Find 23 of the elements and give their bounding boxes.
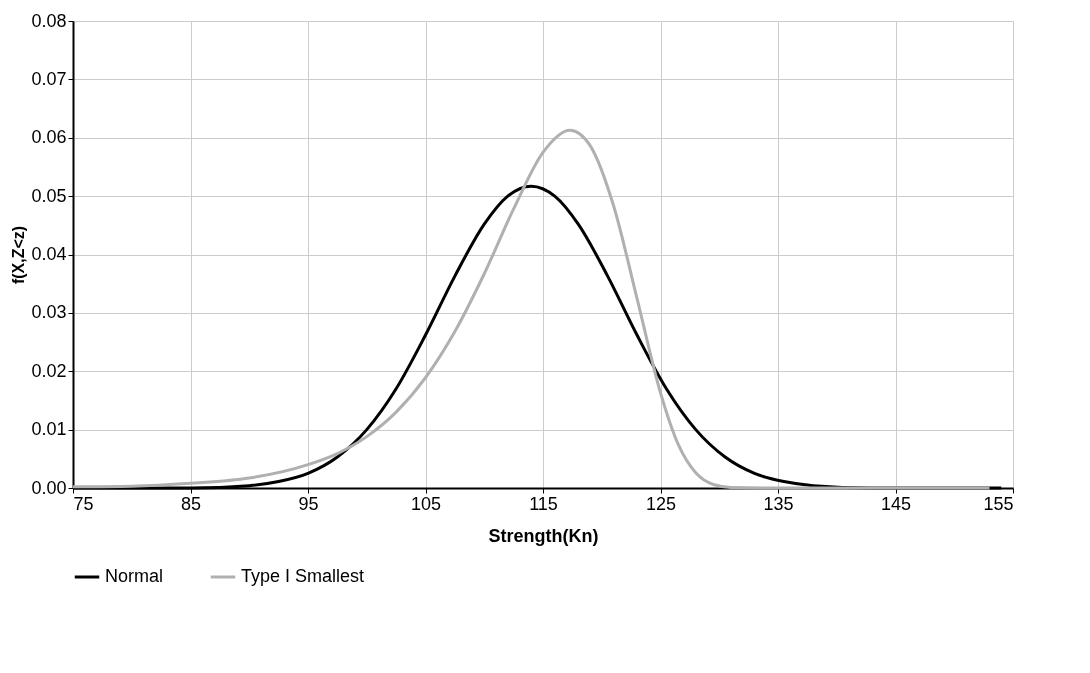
x-tick-label: 95 bbox=[298, 493, 319, 514]
y-tick-label: 0.04 bbox=[31, 244, 67, 264]
y-axis-title: f(X,Z<z) bbox=[10, 225, 28, 285]
y-tick-label: 0.06 bbox=[31, 127, 67, 148]
y-tick-label: 0.00 bbox=[31, 477, 67, 498]
y-tick-label: 0.05 bbox=[31, 185, 67, 206]
legend-label: Normal bbox=[105, 566, 164, 586]
line-series bbox=[71, 128, 991, 490]
y-tick-label: 0.01 bbox=[31, 419, 67, 440]
x-tick-label: 155 bbox=[983, 493, 1014, 514]
x-tick-label: 135 bbox=[763, 493, 794, 514]
y-tick-label: 0.07 bbox=[31, 68, 67, 89]
x-tick-label: 85 bbox=[180, 493, 202, 514]
x-tick-label: 105 bbox=[410, 493, 442, 514]
legend-label: Type I Smallest bbox=[241, 566, 365, 586]
x-tick-label: 125 bbox=[645, 493, 677, 514]
x-tick-label: 115 bbox=[529, 493, 558, 514]
y-tick-label: 0.03 bbox=[31, 302, 67, 323]
x-tick-label: 75 bbox=[73, 493, 94, 514]
y-tick-label: 0.08 bbox=[31, 10, 67, 31]
x-tick-label: 145 bbox=[880, 493, 912, 514]
y-tick-label: 0.02 bbox=[31, 360, 67, 381]
x-axis-title: Strength(Kn) bbox=[488, 525, 599, 546]
